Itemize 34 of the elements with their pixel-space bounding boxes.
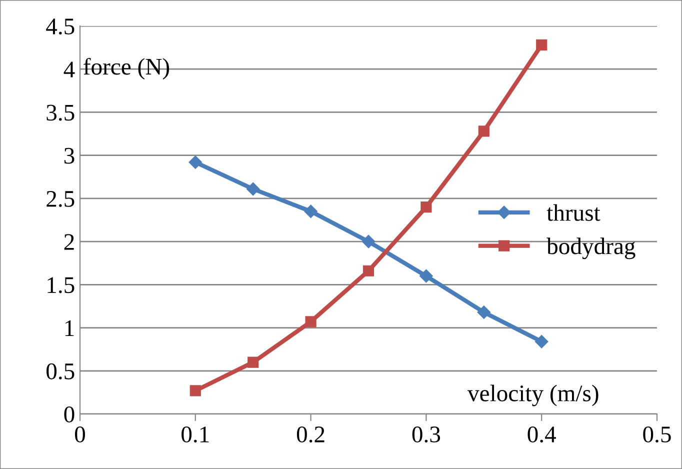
- point: [477, 306, 490, 319]
- point: [478, 126, 490, 137]
- x-tick-label: 0.3: [412, 426, 440, 443]
- y-tick-label: 3.5: [46, 104, 74, 121]
- point: [248, 356, 259, 368]
- point: [362, 234, 376, 248]
- point: [420, 202, 432, 213]
- point: [536, 39, 548, 51]
- y-tick-label: 4: [64, 62, 75, 78]
- x-tick-label: 0: [74, 426, 86, 442]
- y-tick-label: 3: [64, 148, 74, 164]
- y-tick-label: 1: [65, 320, 74, 336]
- point: [420, 269, 433, 283]
- legend-label: thrust: [546, 204, 600, 221]
- point: [362, 265, 374, 276]
- y-tick-label: 0.5: [46, 363, 74, 380]
- point: [246, 182, 260, 196]
- x-axis-title: velocity (m/s): [468, 384, 598, 406]
- point: [535, 334, 548, 348]
- y-tick-label: 0: [64, 406, 74, 422]
- y-tick-label: 1.5: [48, 277, 74, 294]
- point: [305, 316, 316, 328]
- y-tick-label: 2.5: [46, 191, 74, 207]
- point: [190, 385, 201, 396]
- point: [188, 156, 202, 169]
- x-tick-label: 0.2: [296, 426, 324, 443]
- legend-label: bodydrag: [546, 238, 636, 260]
- y-tick-label: 4.5: [46, 18, 74, 35]
- x-tick-label: 0.1: [182, 426, 209, 443]
- x-tick-label: 0.4: [528, 426, 556, 443]
- y-axis-title: force (N): [84, 58, 170, 80]
- point: [304, 204, 318, 218]
- y-tick-label: 2: [64, 234, 74, 250]
- x-tick-label: 0.5: [643, 426, 671, 443]
